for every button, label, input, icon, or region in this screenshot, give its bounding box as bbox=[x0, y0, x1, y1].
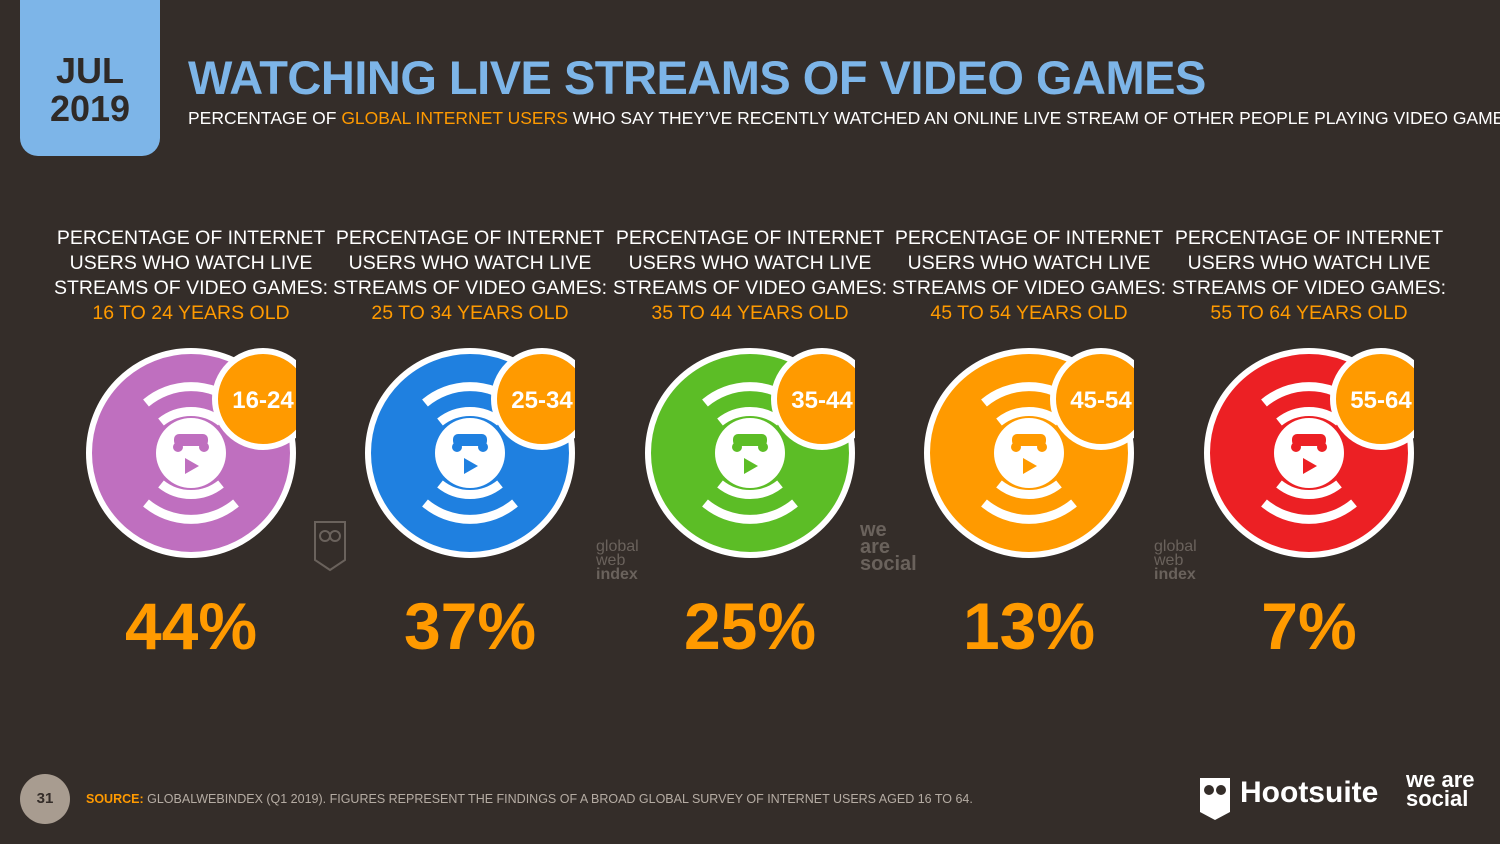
was-watermark: we are social bbox=[860, 519, 917, 575]
percentage-value: 25% bbox=[683, 589, 817, 663]
age-group-column: PERCENTAGE OF INTERNET USERS WHO WATCH L… bbox=[610, 226, 890, 663]
date-month: JUL bbox=[55, 50, 124, 91]
source-text: GLOBALWEBINDEX (Q1 2019). FIGURES REPRES… bbox=[143, 792, 973, 806]
age-badge bbox=[212, 348, 296, 450]
gwi-watermark-2: global web index bbox=[1154, 538, 1197, 583]
age-badge bbox=[771, 348, 855, 450]
subtitle-highlight: GLOBAL INTERNET USERS bbox=[341, 108, 568, 128]
age-label: 16 TO 24 YEARS OLD bbox=[92, 302, 290, 324]
subtitle-post: WHO SAY THEY’VE RECENTLY WATCHED AN ONLI… bbox=[567, 108, 1500, 128]
stream-disc: 16-24 bbox=[86, 348, 296, 558]
broadcast-waves-icon bbox=[143, 382, 239, 524]
percentage-value: 7% bbox=[1261, 589, 1357, 663]
gamepad-icon bbox=[452, 434, 488, 452]
percentage-value: 44% bbox=[124, 589, 258, 663]
column-label-text: PERCENTAGE OF INTERNET USERS WHO WATCH L… bbox=[53, 227, 329, 299]
page-number: 31 bbox=[20, 774, 70, 824]
subtitle-pre: PERCENTAGE OF bbox=[188, 108, 342, 128]
play-icon bbox=[1303, 458, 1317, 474]
page-subtitle: PERCENTAGE OF GLOBAL INTERNET USERS WHO … bbox=[188, 108, 1500, 129]
stream-disc: 55-64 bbox=[1204, 348, 1414, 558]
column-label-text: PERCENTAGE OF INTERNET USERS WHO WATCH L… bbox=[1171, 227, 1447, 299]
stream-disc: 35-44 bbox=[645, 348, 855, 558]
column-label: PERCENTAGE OF INTERNET USERS WHO WATCH L… bbox=[889, 226, 1169, 326]
age-label: 55 TO 64 YEARS OLD bbox=[1210, 302, 1408, 324]
gamepad-icon bbox=[1011, 434, 1047, 452]
column-label-text: PERCENTAGE OF INTERNET USERS WHO WATCH L… bbox=[891, 227, 1167, 299]
column-label: PERCENTAGE OF INTERNET USERS WHO WATCH L… bbox=[330, 226, 610, 326]
source-label: SOURCE: bbox=[86, 792, 144, 806]
column-label: PERCENTAGE OF INTERNET USERS WHO WATCH L… bbox=[51, 226, 331, 326]
age-group-column: PERCENTAGE OF INTERNET USERS WHO WATCH L… bbox=[330, 226, 610, 663]
percentage-value: 13% bbox=[962, 589, 1096, 663]
age-group-column: PERCENTAGE OF INTERNET USERS WHO WATCH L… bbox=[889, 226, 1169, 663]
date-badge: JUL 2019 bbox=[20, 0, 160, 156]
play-icon bbox=[185, 458, 199, 474]
column-label: PERCENTAGE OF INTERNET USERS WHO WATCH L… bbox=[1169, 226, 1449, 326]
age-badge bbox=[1050, 348, 1134, 450]
age-badge-text: 55-64 bbox=[1350, 387, 1412, 414]
we-are-social-logo: we are social bbox=[1406, 767, 1500, 811]
column-label-text: PERCENTAGE OF INTERNET USERS WHO WATCH L… bbox=[612, 227, 888, 299]
gamepad-icon bbox=[173, 434, 209, 452]
age-badge-text: 25-34 bbox=[511, 387, 573, 414]
age-label: 45 TO 54 YEARS OLD bbox=[930, 302, 1128, 324]
age-badge bbox=[491, 348, 575, 450]
source-note: SOURCE: GLOBALWEBINDEX (Q1 2019). FIGURE… bbox=[86, 792, 973, 806]
gamepad-icon bbox=[1291, 434, 1327, 452]
age-group-column: PERCENTAGE OF INTERNET USERS WHO WATCH L… bbox=[51, 226, 331, 663]
age-badge bbox=[1330, 348, 1414, 450]
date-year: 2019 bbox=[49, 88, 131, 129]
owl-watermark-icon bbox=[314, 521, 346, 572]
play-icon bbox=[464, 458, 478, 474]
play-icon bbox=[1023, 458, 1037, 474]
broadcast-waves-icon bbox=[702, 382, 798, 524]
stream-disc: 25-34 bbox=[365, 348, 575, 558]
age-badge-text: 16-24 bbox=[232, 387, 294, 414]
column-label-text: PERCENTAGE OF INTERNET USERS WHO WATCH L… bbox=[332, 227, 608, 299]
stream-disc: 45-54 bbox=[924, 348, 1134, 558]
play-icon bbox=[744, 458, 758, 474]
hootsuite-logo: Hootsuite bbox=[1240, 776, 1379, 809]
page-title: WATCHING LIVE STREAMS OF VIDEO GAMES bbox=[188, 51, 1206, 104]
hootsuite-owl-icon bbox=[1200, 778, 1230, 820]
age-badge-text: 35-44 bbox=[791, 387, 853, 414]
percentage-value: 37% bbox=[403, 589, 537, 663]
age-label: 25 TO 34 YEARS OLD bbox=[371, 302, 569, 324]
age-group-column: PERCENTAGE OF INTERNET USERS WHO WATCH L… bbox=[1169, 226, 1449, 663]
gamepad-icon bbox=[732, 434, 768, 452]
age-label: 35 TO 44 YEARS OLD bbox=[651, 302, 849, 324]
we-are-social-text: we are social bbox=[1406, 767, 1475, 811]
age-badge-text: 45-54 bbox=[1070, 387, 1132, 414]
column-label: PERCENTAGE OF INTERNET USERS WHO WATCH L… bbox=[610, 226, 890, 326]
gwi-watermark: global web index bbox=[596, 538, 639, 583]
